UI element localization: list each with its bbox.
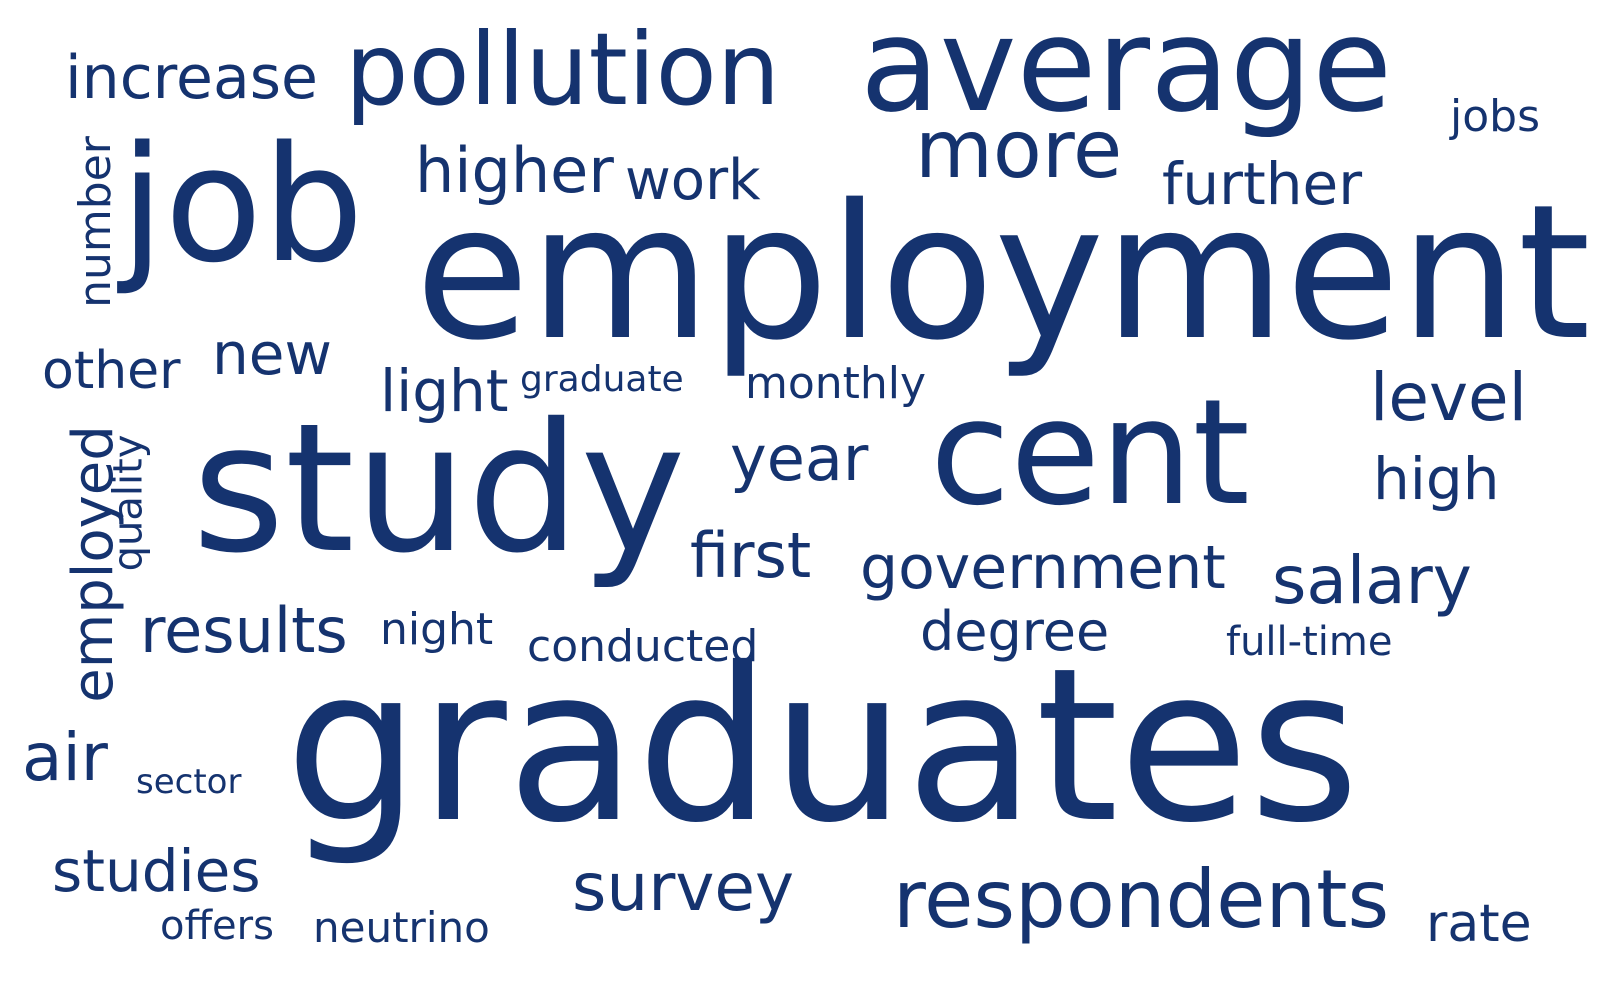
word-survey: survey [572, 849, 795, 926]
word-neutrino: neutrino [313, 903, 490, 952]
word-full-time: full-time [1226, 619, 1393, 665]
word-graduates: graduates [285, 622, 1360, 869]
word-further: further [1162, 150, 1363, 218]
word-respondents: respondents [893, 853, 1390, 946]
word-degree: degree [920, 600, 1110, 663]
word-results: results [140, 594, 348, 667]
word-studies: studies [52, 837, 261, 905]
word-other: other [42, 341, 181, 401]
word-average: average [860, 0, 1393, 141]
word-level: level [1370, 359, 1527, 436]
word-rate: rate [1426, 894, 1532, 954]
word-monthly: monthly [745, 358, 927, 409]
word-first: first [690, 519, 812, 592]
word-year: year [730, 422, 869, 495]
word-offers: offers [160, 903, 274, 949]
word-new: new [212, 320, 332, 388]
word-study: study [192, 385, 686, 592]
word-night: night [380, 604, 494, 655]
word-light: light [380, 357, 509, 425]
word-jobs: jobs [1450, 91, 1540, 142]
word-sector: sector [136, 762, 242, 802]
word-number: number [69, 136, 121, 308]
word-increase: increase [65, 43, 318, 113]
word-job: job [120, 111, 364, 298]
word-government: government [860, 533, 1226, 603]
word-cent: cent [930, 368, 1250, 538]
word-conducted: conducted [527, 621, 759, 672]
word-pollution: pollution [345, 11, 781, 128]
word-quality: quality [105, 434, 152, 572]
word-more: more [915, 103, 1123, 196]
word-air: air [22, 719, 108, 796]
word-work: work [625, 148, 761, 213]
word-graduate: graduate [520, 359, 684, 400]
word-salary: salary [1272, 542, 1472, 619]
word-high: high [1373, 445, 1500, 513]
word-employment: employment [415, 164, 1591, 381]
word-higher: higher [415, 134, 614, 207]
